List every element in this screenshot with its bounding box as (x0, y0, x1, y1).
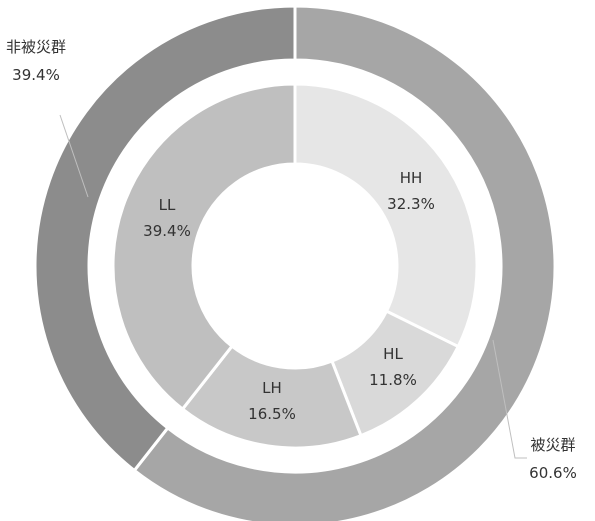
inner-slice-ll (111, 82, 297, 412)
inner-label-hh: HH (400, 169, 423, 187)
inner-value-lh: 16.5% (248, 405, 296, 423)
inner-value-hh: 32.3% (387, 195, 435, 213)
leader-line-non-affected (59, 114, 89, 198)
inner-label-lh: LH (262, 379, 282, 397)
inner-label-hl: HL (383, 345, 403, 363)
inner-label-ll: LL (159, 196, 176, 214)
inner-slice-hh (293, 82, 479, 349)
outer-label-affected: 被災群 (530, 436, 575, 454)
inner-value-hl: 11.8% (369, 371, 417, 389)
outer-label-non-affected: 非被災群 (6, 38, 66, 56)
outer-value-affected: 60.6% (529, 464, 577, 482)
outer-value-non-affected: 39.4% (12, 66, 60, 84)
outer-slice-affected (132, 4, 557, 521)
inner-value-ll: 39.4% (143, 222, 191, 240)
outer-slice-non-affected (33, 4, 297, 473)
leader-line-affected (492, 339, 527, 459)
